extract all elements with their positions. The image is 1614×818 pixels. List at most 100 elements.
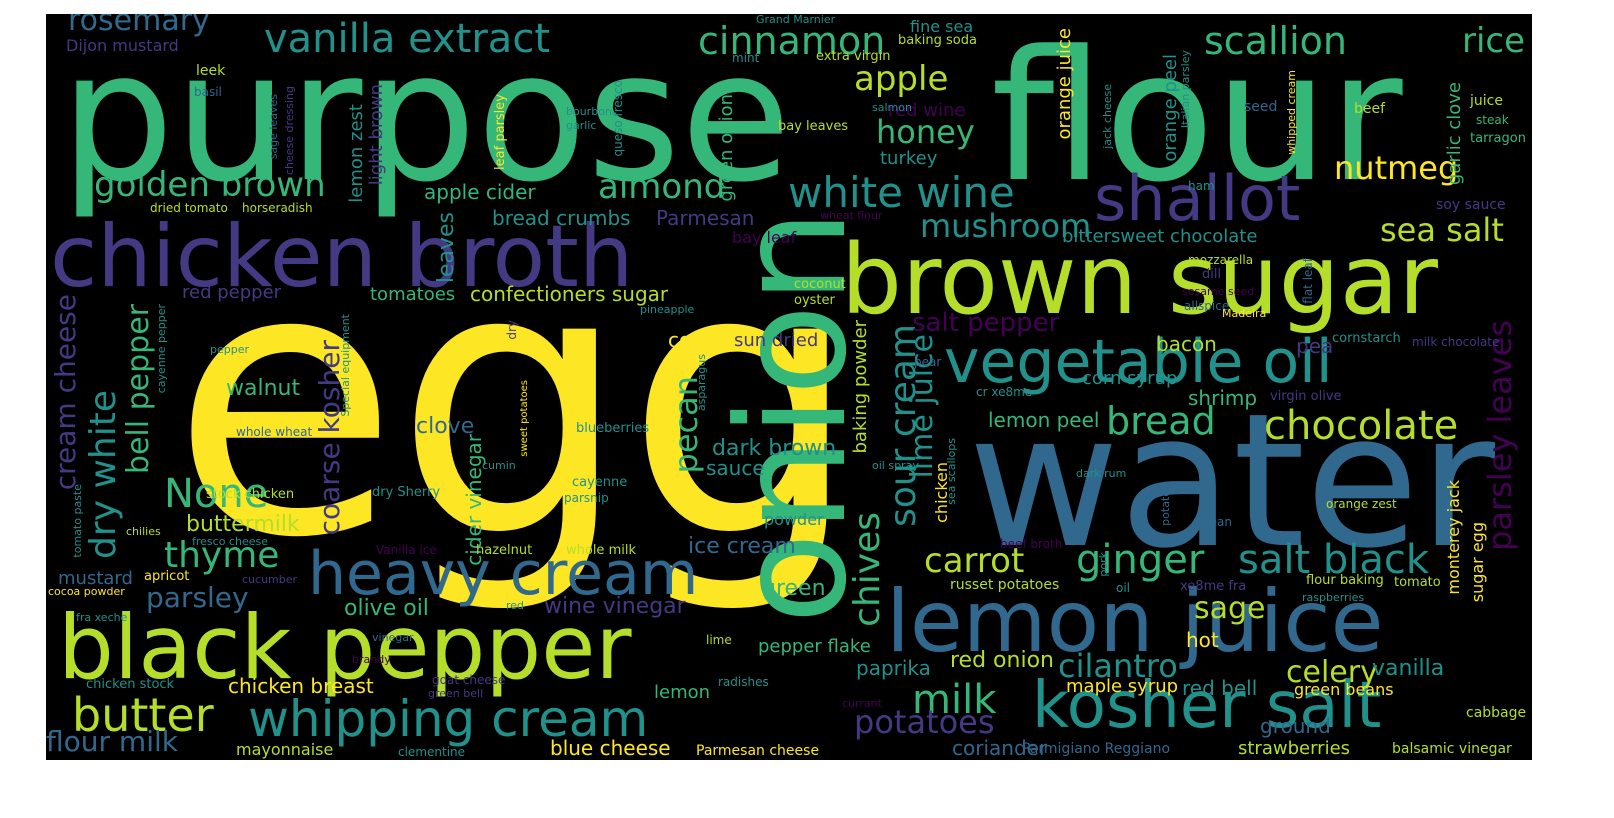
word: ham <box>1188 179 1215 193</box>
word: wheat flour <box>820 209 883 222</box>
word: pineapple <box>640 303 695 316</box>
word: parsnip <box>564 491 609 505</box>
word: dry Sherry <box>372 485 441 500</box>
word: maple syrup <box>1066 676 1179 697</box>
word: beef <box>1354 101 1386 117</box>
word: dry <box>505 320 519 340</box>
word: clementine <box>398 745 466 759</box>
word: salmon <box>872 101 912 114</box>
word: Vanilla ice <box>376 543 437 557</box>
word: clove <box>416 414 475 439</box>
word: ice cream <box>688 534 796 559</box>
word: golden brown <box>94 165 326 205</box>
word: honey <box>876 113 975 151</box>
word: bean <box>1202 515 1232 529</box>
word: green bell <box>428 687 484 700</box>
word: lime <box>706 633 732 647</box>
word: coriander <box>952 736 1048 760</box>
word: milk chocolate <box>1412 335 1500 349</box>
word: sea scallops <box>945 438 958 505</box>
word: bay leaf <box>732 228 797 247</box>
word: salt black <box>1238 537 1430 583</box>
word: sweet potatoes <box>519 380 530 457</box>
word: chicken broth <box>50 207 634 307</box>
word: pork <box>1097 552 1110 577</box>
word: leaves <box>434 212 459 284</box>
word: vanilla extract <box>264 16 550 62</box>
word: cornstarch <box>1332 331 1401 346</box>
word: mayonnaise <box>236 740 334 759</box>
word: white wine <box>788 168 1015 217</box>
word: vinegar <box>372 631 414 644</box>
word: ginger <box>1076 537 1205 583</box>
word: cabbage <box>1466 705 1527 721</box>
word: chives <box>847 512 888 627</box>
word: shallot <box>1094 162 1301 235</box>
word: ground <box>1260 714 1331 738</box>
word: coconut <box>794 277 846 292</box>
word: milk <box>912 677 997 723</box>
word: kosher salt <box>1032 669 1382 743</box>
word: fresco cheese <box>192 535 268 548</box>
word: Parmesan <box>656 206 755 230</box>
word: apple cider <box>424 180 536 204</box>
word: asparagus <box>695 354 708 412</box>
word: parsley leaves <box>1481 320 1519 551</box>
word: red <box>506 599 525 612</box>
word: bread <box>1106 399 1216 443</box>
word: queso fresco <box>611 80 625 157</box>
word: sea salt <box>1380 211 1504 249</box>
word: baking powder <box>850 320 871 454</box>
word: leek <box>196 63 226 79</box>
word: brandy <box>352 653 391 666</box>
word: Parmesan cheese <box>696 743 820 759</box>
word: mozzarella <box>1188 253 1254 267</box>
word: green beans <box>1294 680 1394 699</box>
word: black pepper <box>58 596 632 699</box>
word: sugar egg <box>1468 522 1487 603</box>
word: pea <box>1296 334 1334 358</box>
word: whole milk <box>566 543 636 558</box>
word: lemon juice <box>886 572 1384 672</box>
word: dark brown <box>712 436 837 461</box>
word: sauce <box>706 456 765 480</box>
word: russet potatoes <box>950 577 1060 593</box>
word: sesame seed <box>1182 285 1255 298</box>
word: paprika <box>856 656 931 680</box>
word: garlic clove <box>1444 82 1465 186</box>
word: chocolate <box>1264 403 1459 449</box>
word: sage <box>1194 591 1266 626</box>
word: pepper <box>210 343 250 356</box>
word: wine vinegar <box>544 594 686 619</box>
word: cilantro <box>1058 647 1178 685</box>
word: chilies <box>126 525 161 538</box>
word: buttermilk <box>186 512 300 537</box>
word: currant <box>842 697 882 710</box>
word: Dijon mustard <box>66 36 179 55</box>
word: cream cheese <box>49 294 82 491</box>
word: flat leaf <box>1301 258 1315 304</box>
word: parsley <box>146 581 249 614</box>
word: leaf parsley <box>493 94 508 170</box>
word: beef broth <box>1000 537 1063 551</box>
word: goat cheese <box>432 673 506 687</box>
word: bay leaves <box>778 119 849 134</box>
word: almond <box>598 167 726 207</box>
word: carrot <box>924 541 1025 581</box>
word: bacon <box>1156 332 1217 356</box>
word: vanilla <box>1372 656 1445 681</box>
word: nutmeg <box>1334 149 1459 187</box>
word: hot <box>1186 628 1219 652</box>
word: juice <box>1470 93 1503 109</box>
word: turkey <box>880 148 938 169</box>
word: Grand Marnier <box>756 14 836 26</box>
word: mint <box>732 51 760 65</box>
word: oyster <box>794 293 835 308</box>
word: sun dried <box>734 330 819 351</box>
word: seed <box>1244 99 1278 115</box>
word: lemon <box>654 682 711 703</box>
word: red bell <box>1182 676 1258 700</box>
word: hazelnut <box>476 543 533 558</box>
word: baking soda <box>898 33 977 48</box>
word: cinnamon <box>698 19 886 63</box>
